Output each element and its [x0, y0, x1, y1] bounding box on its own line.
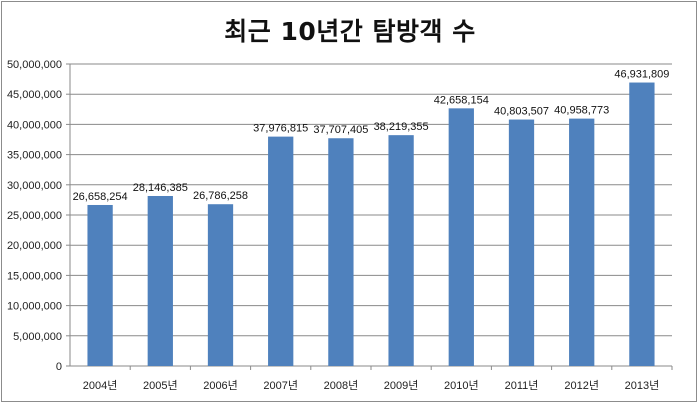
y-tick-labels: 0 5,000,000 10,000,000 15,000,000 20,000,000… — [7, 59, 62, 373]
y-tick-label: 20,000,000 — [7, 240, 62, 252]
x-tick-label: 2004년 — [83, 379, 118, 392]
data-label: 37,707,405 — [313, 124, 368, 136]
bar — [629, 82, 655, 367]
y-tick-label: 0 — [56, 361, 62, 373]
data-label: 28,146,385 — [133, 182, 188, 194]
bar — [569, 118, 595, 366]
data-label: 46,931,809 — [614, 69, 669, 81]
y-tick-label: 45,000,000 — [7, 89, 62, 101]
bar — [147, 195, 173, 366]
data-label: 40,803,507 — [494, 106, 549, 118]
y-tick-label: 25,000,000 — [7, 210, 62, 222]
bar — [328, 138, 354, 366]
x-tick-label: 2005년 — [143, 379, 178, 392]
x-tick-label: 2007년 — [263, 379, 298, 392]
data-label: 26,786,258 — [193, 190, 248, 202]
data-label: 42,658,154 — [434, 94, 489, 106]
y-tick-label: 15,000,000 — [7, 270, 62, 282]
y-tick-label: 35,000,000 — [7, 150, 62, 162]
y-tick-label: 50,000,000 — [7, 59, 62, 71]
bar — [448, 108, 474, 366]
data-label: 37,976,815 — [253, 123, 308, 135]
bar — [508, 119, 535, 366]
data-label: 38,219,355 — [374, 121, 429, 133]
y-tick-label: 40,000,000 — [7, 119, 62, 131]
bar — [388, 135, 414, 366]
bar — [268, 136, 294, 366]
y-tick-label: 5,000,000 — [13, 331, 62, 343]
bar — [87, 204, 113, 366]
x-tick-labels: 2004년 2005년 2006년 2007년 2008년 2009년 2010년 2011년… — [83, 379, 659, 392]
x-tick-label: 2009년 — [384, 379, 419, 392]
x-tick-label: 2008년 — [324, 379, 359, 392]
x-tick-label: 2011년 — [505, 379, 539, 392]
bar — [207, 204, 234, 366]
data-label: 40,958,773 — [554, 105, 609, 117]
chart-title: 최근 10년간 탐방객 수 — [224, 17, 476, 46]
bars — [87, 82, 655, 367]
x-tick-label: 2012년 — [564, 379, 599, 392]
y-tick-label: 30,000,000 — [7, 180, 62, 192]
x-tick-label: 2010년 — [444, 379, 479, 392]
data-labels: 26,658,254 28,146,385 26,786,258 37,976,815… — [73, 69, 670, 203]
y-tick-label: 10,000,000 — [7, 301, 62, 313]
x-tick-label: 2006년 — [203, 379, 238, 392]
x-tick-label: 2013년 — [625, 379, 660, 392]
data-label: 26,658,254 — [73, 191, 128, 203]
